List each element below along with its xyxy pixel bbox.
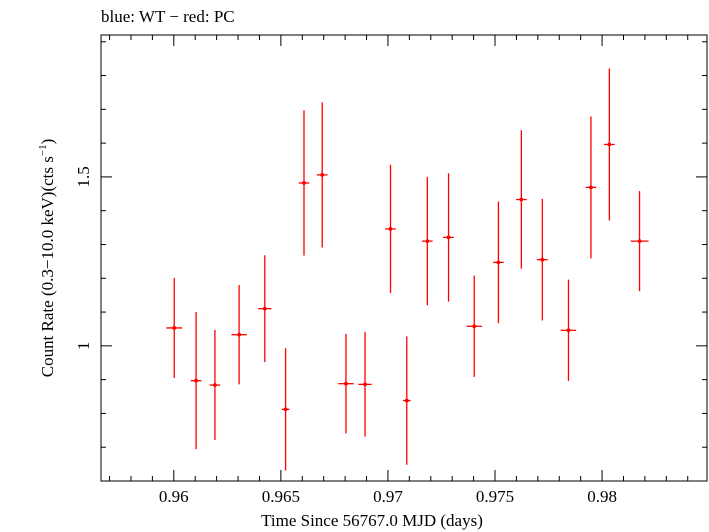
x-tick-label: 0.98 [587,487,617,506]
x-tick-label: 0.965 [262,487,300,506]
point-marker [496,260,501,265]
x-axis-label: Time Since 56767.0 MJD (days) [261,511,483,530]
data-point [385,164,396,294]
data-point [209,329,221,441]
data-point [402,336,411,465]
data-point [443,173,454,302]
plot-frame [100,34,708,482]
point-marker [540,257,545,262]
y-tick-label: 1.5 [74,166,93,187]
data-series-pc [166,68,649,471]
point-marker [607,142,612,147]
data-point [515,130,527,269]
point-marker [446,235,451,240]
x-tick-label: 0.97 [373,487,403,506]
point-marker [213,383,217,387]
data-point [604,68,615,221]
point-marker [566,328,571,333]
data-point [298,110,310,256]
point-marker [237,332,242,337]
point-marker [472,324,477,329]
x-tick-labels: 0.96 0.965 0.97 0.975 0.98 [159,487,617,506]
point-marker [425,239,430,244]
chart-title: blue: WT − red: PC [101,7,235,26]
point-marker [519,197,524,202]
y-axis-label: Count Rate (0.3−10.0 keV)(cts s−1) [37,139,57,378]
point-marker [172,326,177,330]
data-point [231,285,247,385]
axis-ticks [101,35,707,481]
data-point [585,116,597,259]
point-marker [589,185,593,190]
data-point [421,176,433,306]
point-marker [320,172,325,177]
data-point [630,191,649,292]
data-point [358,331,372,437]
point-marker [283,407,288,412]
point-marker [262,306,267,311]
data-point [190,312,202,450]
data-point [536,198,548,321]
point-marker [404,398,409,403]
x-tick-label: 0.975 [476,487,514,506]
data-point [258,255,272,363]
data-point [166,277,183,378]
y-axis-label-main: Count Rate (0.3−10.0 keV)(cts s [38,156,57,377]
data-point [281,348,290,471]
data-point [560,279,577,381]
data-point [316,102,328,248]
point-marker [363,382,367,387]
plot-area [100,34,708,482]
data-point [493,201,504,324]
y-tick-label: 1 [74,342,93,351]
data-point [338,334,354,434]
point-marker [194,378,198,383]
data-point [466,275,482,377]
y-axis-label-exponent: −1 [37,144,49,156]
y-tick-labels: 11.5 [74,166,93,350]
point-marker [637,239,642,244]
y-axis-label-close: ) [38,139,57,145]
point-marker [388,227,393,231]
x-tick-label: 0.96 [159,487,189,506]
point-marker [344,381,348,386]
point-marker [302,181,306,185]
